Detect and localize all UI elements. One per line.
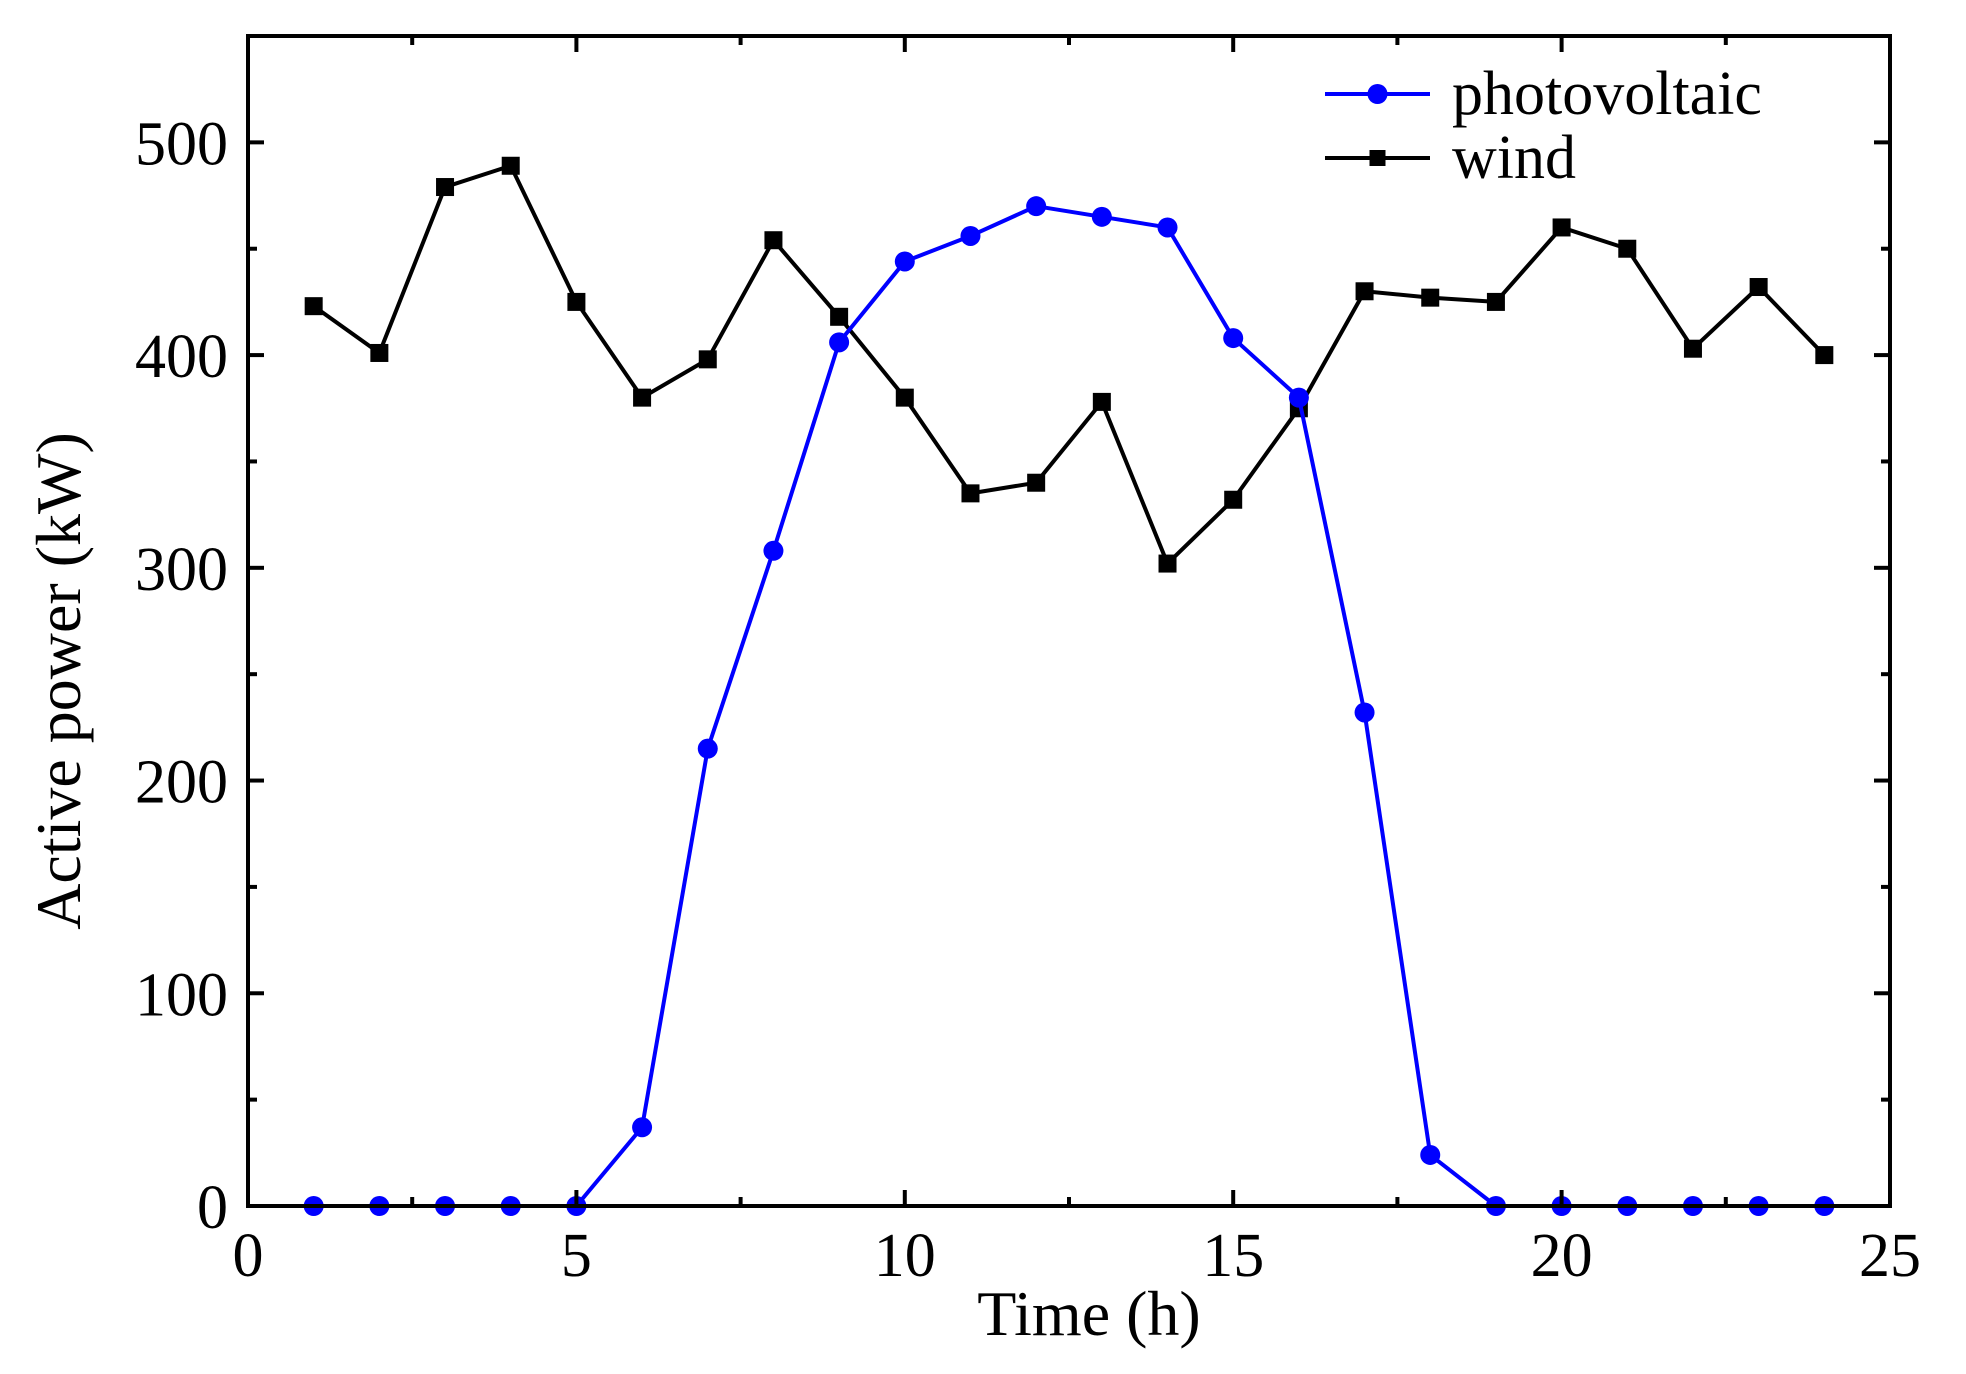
photovoltaic-point <box>1026 196 1047 217</box>
wind-point <box>1552 218 1571 237</box>
photovoltaic-point <box>894 251 915 272</box>
photovoltaic-point <box>1354 702 1375 723</box>
wind-line <box>312 163 1826 566</box>
y-tick-label: 100 <box>135 961 228 1029</box>
wind-point <box>567 292 586 311</box>
x-tick-label: 25 <box>1859 1222 1921 1290</box>
legend-marker-wind <box>1369 150 1386 166</box>
wind-point <box>1683 339 1702 358</box>
wind-point <box>1355 282 1374 301</box>
wind-point <box>1027 473 1046 492</box>
legend-label-wind: wind <box>1452 124 1576 192</box>
wind-point <box>1158 554 1177 573</box>
photovoltaic-point <box>960 225 981 246</box>
photovoltaic-point <box>1091 206 1112 227</box>
photovoltaic-point <box>697 738 718 759</box>
wind-point <box>1749 278 1768 297</box>
x-tick-label: 20 <box>1531 1222 1593 1290</box>
x-tick-label: 5 <box>561 1222 592 1290</box>
wind-point <box>698 350 717 369</box>
wind-point <box>436 178 455 197</box>
wind-point <box>1618 239 1637 258</box>
wind-point <box>1421 288 1440 307</box>
y-tick-label: 0 <box>197 1174 228 1242</box>
x-tick-label: 10 <box>874 1222 936 1290</box>
x-tick-label: 15 <box>1202 1222 1264 1290</box>
wind-point <box>764 231 783 250</box>
legend-marker-photovoltaic <box>1367 84 1388 104</box>
wind-point <box>830 307 849 326</box>
photovoltaic-point <box>1420 1144 1441 1165</box>
photovoltaic-point <box>632 1117 653 1138</box>
series-wind <box>304 156 1834 573</box>
wind-point <box>304 297 323 316</box>
y-axis-title: Active power (kW) <box>23 432 94 930</box>
photovoltaic-point <box>763 540 784 561</box>
x-axis-title: Time (h) <box>977 1278 1200 1349</box>
y-tick-label: 200 <box>135 749 228 817</box>
y-tick-label: 500 <box>135 110 228 178</box>
x-tick-label: 0 <box>233 1222 264 1290</box>
wind-point <box>1092 392 1111 411</box>
photovoltaic-point <box>1157 217 1178 238</box>
photovoltaic-point <box>1288 387 1309 408</box>
photovoltaic-point <box>1223 328 1244 349</box>
photovoltaic-point <box>829 332 850 353</box>
y-tick-label: 300 <box>135 536 228 604</box>
wind-point <box>1224 490 1243 509</box>
y-tick-label: 400 <box>135 323 228 391</box>
wind-point <box>633 388 652 407</box>
wind-point <box>1486 292 1505 311</box>
wind-point <box>370 343 389 362</box>
tick-labels: 0 5 10 15 20 25 0 100 200 300 400 500 <box>135 110 1921 1290</box>
wind-point <box>501 156 520 175</box>
legend-label-photovoltaic: photovoltaic <box>1452 60 1762 128</box>
wind-point <box>895 388 914 407</box>
wind-point <box>1815 346 1834 365</box>
ticks-layer <box>246 34 1892 1208</box>
wind-point <box>961 484 980 503</box>
